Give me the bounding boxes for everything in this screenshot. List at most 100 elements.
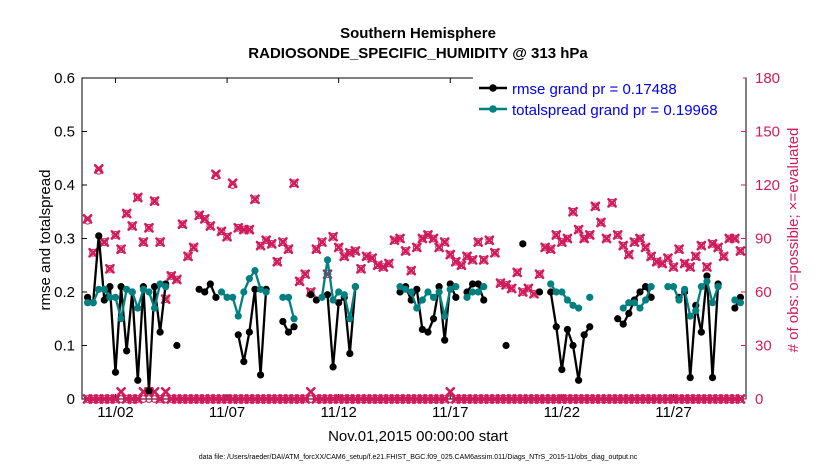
- obs-possible-baseline-marker: [725, 395, 734, 403]
- obs-possible-marker: [569, 207, 577, 216]
- obs-possible-baseline-marker: [412, 395, 421, 403]
- obs-evaluated-marker: [317, 237, 327, 247]
- totalspread-marker: [424, 288, 432, 296]
- rmse-marker: [418, 325, 426, 334]
- obs-evaluated-marker: [411, 242, 422, 253]
- obs-possible-marker: [217, 227, 226, 236]
- obs-possible-marker: [156, 238, 165, 246]
- obs-evaluated-marker: [211, 169, 221, 180]
- totalspread-marker: [731, 296, 739, 304]
- totalspread-marker: [335, 288, 343, 296]
- obs-evaluated-marker: [155, 237, 166, 247]
- obs-possible-baseline-marker: [228, 395, 237, 403]
- obs-possible-baseline-marker: [156, 395, 165, 403]
- plot-area: 0 0.1 0.2 0.3 0.4 0.5 0.6 0 30 60 90 120 150 180 11/02…: [54, 70, 780, 421]
- totalspread-marker: [156, 280, 164, 288]
- obs-possible-baseline-marker: [658, 395, 667, 403]
- totalspread-marker: [429, 293, 438, 301]
- obs-evaluated-marker: [333, 242, 344, 253]
- obs-evaluated-marker: [127, 221, 138, 231]
- obs-possible-baseline-marker: [652, 395, 661, 403]
- rmse-marker: [569, 341, 577, 350]
- obs-evaluated-marker: [473, 237, 484, 247]
- obs-evaluated-marker: [244, 224, 255, 235]
- totalspread-marker: [106, 293, 114, 301]
- obs-evaluated-marker: [573, 224, 584, 235]
- obs-evaluated-marker: [439, 237, 450, 247]
- totalspread-marker: [474, 288, 482, 296]
- obs-evaluated-marker: [545, 244, 556, 255]
- obs-possible-baseline-marker: [345, 395, 354, 403]
- obs-possible-marker: [189, 243, 198, 252]
- obs-possible-baseline-marker: [295, 395, 304, 403]
- rmse-marker: [100, 296, 108, 304]
- rmse-marker: [480, 296, 488, 304]
- rmse-marker: [240, 357, 248, 366]
- x-tick-label: 11/22: [544, 404, 580, 421]
- obs-possible-baseline-marker: [451, 395, 460, 403]
- totalspread-marker: [396, 283, 404, 291]
- totalspread-marker: [625, 299, 633, 307]
- obs-possible-baseline-marker: [730, 395, 739, 403]
- rmse-marker: [329, 363, 337, 371]
- obs-possible-baseline-marker: [608, 395, 616, 403]
- obs-possible-baseline-marker: [440, 395, 449, 403]
- y-tick-label: 0.6: [54, 70, 75, 87]
- obs-possible-marker: [435, 243, 444, 252]
- rmse-marker: [145, 387, 153, 395]
- obs-possible-marker: [719, 252, 728, 261]
- totalspread-marker: [647, 283, 655, 291]
- obs-possible-marker: [105, 264, 114, 273]
- obs-possible-baseline-marker: [418, 395, 427, 403]
- obs-evaluated-marker: [517, 287, 528, 297]
- totalspread-marker: [708, 299, 717, 307]
- rmse-marker: [563, 325, 572, 334]
- obs-evaluated-marker: [121, 208, 132, 219]
- totalspread-marker: [351, 283, 360, 291]
- rmse-marker: [117, 283, 125, 291]
- obs-evaluated-marker: [484, 235, 495, 246]
- obs-evaluated-marker: [629, 237, 640, 247]
- obs-evaluated-marker: [662, 253, 673, 264]
- obs-possible-marker: [139, 238, 148, 246]
- obs-possible-baseline-marker: [597, 395, 605, 403]
- rmse-marker: [575, 376, 583, 384]
- obs-evaluated-marker: [400, 246, 411, 256]
- y-tick-label: 0.1: [54, 338, 75, 355]
- rmse-marker: [586, 323, 594, 331]
- obs-possible-baseline-marker: [624, 395, 633, 403]
- totalspread-marker: [736, 299, 745, 307]
- rmse-marker: [619, 320, 627, 328]
- totalspread-marker: [234, 312, 242, 320]
- legend: rmse grand pr = 0.17488 totalspread gran…: [473, 76, 743, 122]
- obs-possible-baseline-marker: [195, 395, 204, 403]
- totalspread-marker: [402, 285, 410, 293]
- obs-possible-baseline-marker: [630, 395, 639, 403]
- obs-possible-baseline-marker: [122, 395, 131, 403]
- obs-evaluated-marker: [283, 244, 294, 255]
- obs-possible-baseline-marker: [401, 395, 410, 403]
- totalspread-marker: [217, 288, 226, 296]
- obs-possible-marker: [730, 234, 739, 243]
- obs-possible-marker: [675, 245, 683, 254]
- obs-evaluated-marker: [534, 269, 545, 280]
- totalspread-marker: [223, 293, 231, 301]
- obs-possible-marker: [485, 236, 494, 245]
- totalspread-marker: [669, 283, 678, 291]
- totalspread-marker: [468, 288, 477, 296]
- obs-possible-marker: [491, 248, 499, 257]
- obs-possible-marker: [133, 193, 142, 202]
- obs-possible-baseline-marker: [669, 395, 678, 403]
- obs-evaluated-marker: [685, 262, 696, 272]
- rmse-marker: [736, 293, 745, 301]
- rmse-marker: [284, 328, 293, 336]
- obs-evaluated-marker: [612, 230, 623, 240]
- rmse-line-segment: [678, 274, 720, 379]
- obs-possible-marker: [301, 270, 310, 279]
- obs-possible-marker: [278, 238, 287, 246]
- obs-possible-marker: [474, 238, 483, 246]
- obs-possible-baseline-marker: [256, 395, 265, 403]
- obs-evaluated-marker: [222, 231, 232, 242]
- obs-possible-baseline-marker: [329, 395, 337, 403]
